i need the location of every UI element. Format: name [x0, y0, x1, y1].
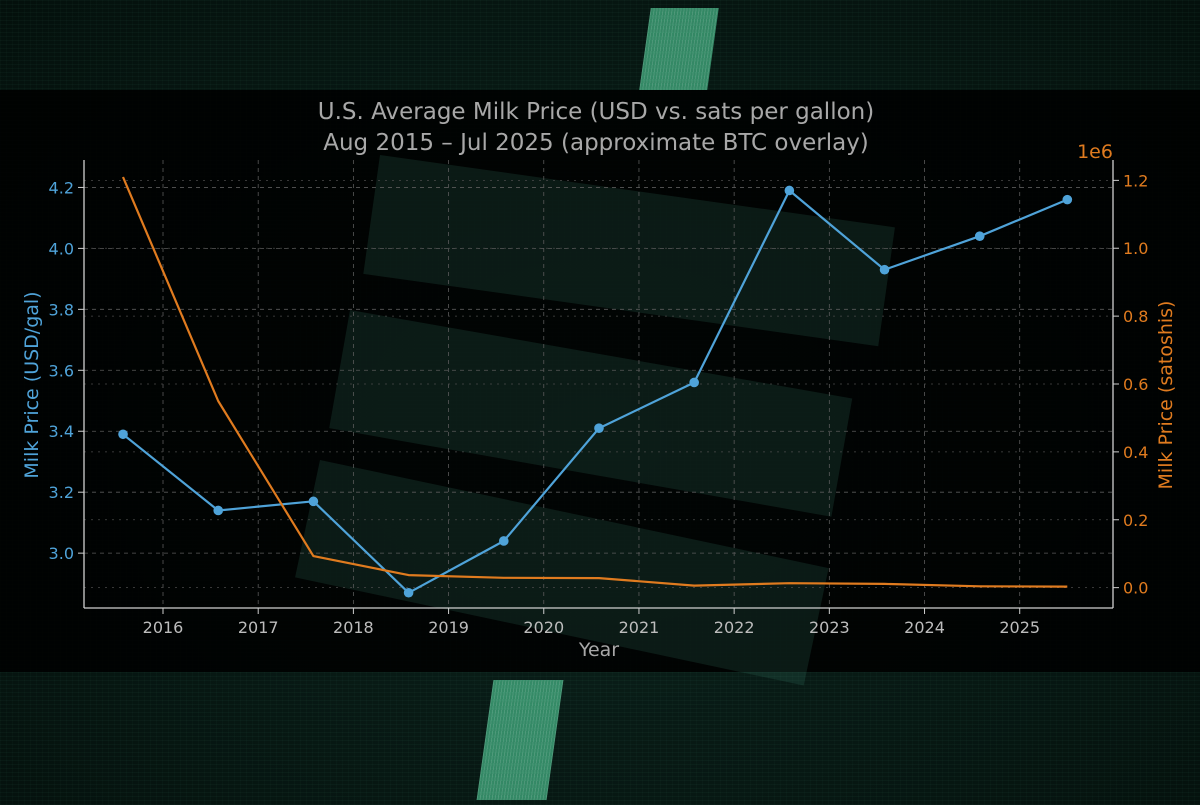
y-right-tick-label: 0.4 — [1123, 443, 1148, 462]
right-axis-offset-label: 1e6 — [1077, 141, 1113, 163]
y-left-tick-label: 4.0 — [49, 239, 74, 258]
usd-price-point — [498, 536, 509, 546]
sats-price-line — [121, 176, 1068, 588]
y-left-tick-label: 3.4 — [49, 422, 74, 441]
x-tick-label: 2016 — [143, 618, 184, 637]
y-right-tick-label: 1.2 — [1123, 171, 1148, 190]
x-tick-label: 2022 — [714, 618, 755, 637]
chart-title-line2: Aug 2015 – Jul 2025 (approximate BTC ove… — [323, 130, 869, 156]
chart-panel — [0, 90, 1200, 672]
x-axis-label: Year — [578, 639, 619, 661]
usd-price-point — [213, 505, 224, 516]
y-left-tick-label: 3.8 — [49, 300, 74, 319]
y-axis-label-right: Milk Price (satoshis) — [1155, 301, 1177, 490]
x-tick-label: 2018 — [333, 618, 374, 637]
axes: 2016 2017 2018 2019 2020 2021 2022 2023 2024 2025… — [49, 160, 1148, 637]
x-tick-label: 2024 — [904, 618, 945, 637]
y-left-tick-label: 3.0 — [49, 544, 74, 563]
y-right-tick-label: 0.8 — [1123, 307, 1148, 326]
y-left-tick-label: 4.2 — [49, 178, 74, 197]
usd-price-point — [403, 587, 414, 598]
x-tick-label: 2017 — [238, 618, 279, 637]
usd-price-point — [689, 377, 699, 388]
usd-price-point — [1062, 194, 1073, 205]
chart-title-line1: U.S. Average Milk Price (USD vs. sats pe… — [318, 99, 874, 125]
grid — [84, 160, 1113, 608]
x-tick-label: 2023 — [809, 618, 850, 637]
usd-price-line — [122, 189, 1068, 594]
y-right-tick-label: 0.0 — [1123, 579, 1148, 598]
x-tick-label: 2019 — [428, 618, 469, 637]
usd-price-point — [594, 423, 604, 433]
x-tick-label: 2025 — [999, 618, 1040, 637]
usd-price-point — [118, 429, 128, 440]
series — [118, 176, 1073, 598]
usd-price-point — [308, 496, 319, 507]
y-left-tick-label: 3.6 — [49, 361, 74, 380]
usd-price-point — [784, 185, 795, 196]
usd-price-point — [974, 231, 985, 241]
y-right-tick-label: 1.0 — [1123, 239, 1148, 258]
y-left-tick-label: 3.2 — [49, 483, 74, 502]
y-right-tick-label: 0.2 — [1123, 511, 1148, 530]
usd-price-point — [879, 264, 890, 275]
x-tick-label: 2020 — [523, 618, 564, 637]
y-axis-label-left: Milk Price (USD/gal) — [21, 291, 43, 478]
y-right-tick-label: 0.6 — [1123, 375, 1148, 394]
x-tick-label: 2021 — [619, 618, 660, 637]
